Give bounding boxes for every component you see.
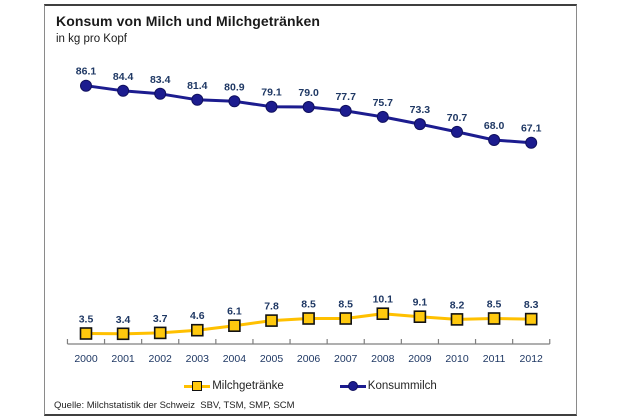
chart-legend: Milchgetränke Konsummilch [45, 380, 576, 392]
data-point-marker [450, 313, 464, 326]
data-label: 8.2 [450, 299, 465, 311]
data-point-marker [154, 87, 167, 100]
legend-label-milchgetraenke: Milchgetränke [212, 380, 284, 392]
data-point-marker [488, 134, 501, 146]
x-axis [66, 339, 551, 345]
legend-item-konsummilch: Konsummilch [339, 380, 437, 392]
data-label: 67.1 [521, 123, 542, 135]
chart-frame: 2000 2001 2002 2003 2004 2005 2006 2007 2008 2009… [44, 4, 577, 416]
x-tick-labels: 2000 2001 2002 2003 2004 2005 2006 2007 2008 2009… [74, 353, 543, 365]
data-label: 3.4 [116, 314, 131, 326]
data-point-marker [524, 312, 538, 326]
data-label: 9.1 [413, 297, 428, 309]
data-label: 80.9 [224, 81, 245, 93]
data-label: 6.1 [227, 306, 242, 318]
data-label: 70.7 [447, 112, 468, 124]
data-point-marker [265, 314, 278, 327]
data-point-marker [79, 327, 93, 340]
x-tick-label: 2005 [260, 353, 284, 365]
data-point-marker [80, 79, 92, 92]
x-tick-label: 2009 [408, 353, 432, 365]
x-tick-label: 2003 [186, 353, 210, 365]
data-point-marker [302, 312, 315, 325]
data-label: 81.4 [187, 80, 208, 92]
data-point-marker [191, 93, 204, 106]
milk-consumption-chart: 2000 2001 2002 2003 2004 2005 2006 2007 2008 2009… [66, 66, 551, 365]
data-point-marker [487, 312, 501, 325]
data-point-marker [339, 312, 353, 325]
data-label: 8.5 [338, 299, 353, 311]
data-point-marker [525, 136, 538, 149]
data-label: 68.0 [484, 120, 505, 132]
x-tick-label: 2000 [74, 353, 98, 365]
konsummilch-legend-marker-icon [339, 380, 366, 392]
x-tick-label: 2006 [297, 353, 321, 365]
series-konsummilch: 86.1 84.4 83.4 81.4 80.9 79.1 79.0 77.7 75.7 73.3… [76, 66, 542, 149]
data-label: 79.1 [261, 87, 282, 99]
data-point-marker [413, 118, 426, 131]
x-tick-label: 2004 [223, 353, 247, 365]
data-label: 75.7 [373, 97, 394, 109]
data-label: 8.3 [524, 299, 539, 311]
x-tick-label: 2008 [371, 353, 395, 365]
data-point-marker [228, 95, 241, 108]
data-label: 84.4 [113, 71, 134, 83]
x-tick-label: 2011 [483, 353, 506, 365]
series-milchgetränke: 3.5 3.4 3.7 4.6 6.1 7.8 8.5 8.5 10.1 9.1 8.2 8.5 8.3 [79, 294, 539, 341]
data-point-marker [413, 310, 427, 324]
x-tick-label: 2001 [111, 353, 135, 365]
chart-subtitle: in kg pro Kopf [56, 33, 127, 45]
data-label: 73.3 [410, 104, 431, 116]
x-tick-label: 2012 [520, 353, 544, 365]
data-point-marker [116, 327, 130, 341]
data-label: 7.8 [264, 301, 279, 313]
legend-label-konsummilch: Konsummilch [367, 380, 437, 392]
data-label: 86.1 [76, 66, 97, 78]
data-label: 8.5 [301, 299, 316, 311]
data-label: 83.4 [150, 74, 171, 86]
data-label: 77.7 [335, 91, 356, 103]
data-label: 3.5 [79, 314, 94, 326]
source-note: Quelle: Milchstatistik der Schweiz SBV, … [54, 400, 295, 411]
data-point-marker [153, 326, 167, 340]
data-label: 79.0 [298, 87, 319, 99]
data-point-marker [228, 319, 241, 333]
data-point-marker [302, 101, 315, 113]
x-tick-label: 2010 [445, 353, 469, 365]
data-point-marker [265, 100, 278, 113]
data-point-marker [376, 307, 390, 321]
data-label: 8.5 [487, 299, 502, 311]
data-label: 10.1 [373, 294, 394, 306]
data-point-marker [376, 110, 389, 123]
data-label: 4.6 [190, 310, 205, 322]
x-tick-label: 2002 [149, 353, 173, 365]
data-label: 3.7 [153, 313, 168, 325]
data-point-marker [191, 323, 204, 337]
data-point-marker [339, 104, 352, 117]
data-point-marker [117, 84, 130, 97]
legend-item-milchgetraenke: Milchgetränke [184, 380, 284, 392]
chart-title: Konsum von Milch und Milchgetränken [56, 13, 321, 29]
milchgetraenke-legend-marker-icon [184, 380, 211, 392]
data-point-marker [451, 125, 463, 138]
x-tick-label: 2007 [334, 353, 358, 365]
